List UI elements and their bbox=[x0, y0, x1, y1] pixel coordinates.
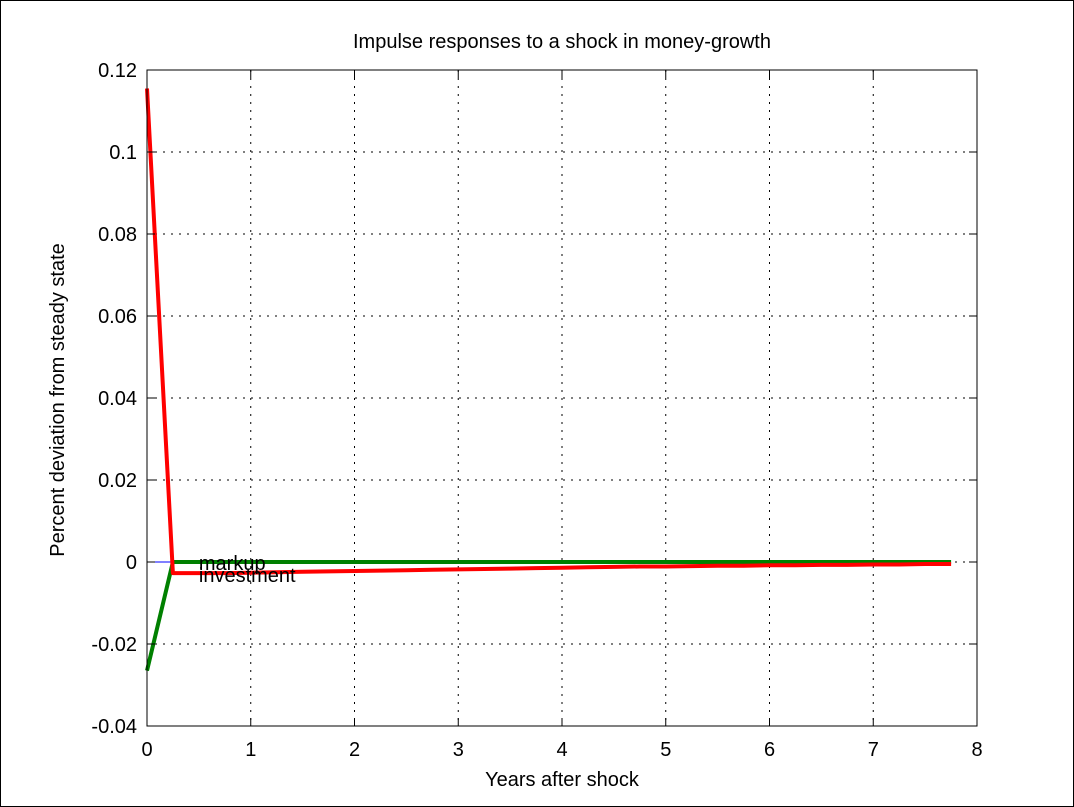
x-axis-label: Years after shock bbox=[485, 769, 640, 791]
y-tick-label: 0.08 bbox=[98, 224, 137, 246]
y-tick-label: 0.12 bbox=[98, 60, 137, 82]
annotation-investment: investment bbox=[199, 565, 296, 587]
x-tick-label: 7 bbox=[868, 739, 879, 761]
x-tick-label: 2 bbox=[349, 739, 360, 761]
y-tick-label: 0.04 bbox=[98, 388, 137, 410]
y-axis-label: Percent deviation from steady state bbox=[47, 243, 69, 557]
y-tick-label: -0.02 bbox=[91, 634, 137, 656]
x-tick-label: 1 bbox=[245, 739, 256, 761]
annotation-markup: markup bbox=[199, 553, 266, 575]
series-line-2 bbox=[145, 560, 952, 672]
x-tick-label: 0 bbox=[141, 739, 152, 761]
y-tick-label: 0.06 bbox=[98, 306, 137, 328]
y-tick-label: 0 bbox=[126, 552, 137, 574]
tick-marks bbox=[146, 69, 978, 727]
series-line-3 bbox=[145, 88, 952, 576]
x-tick-label: 6 bbox=[764, 739, 775, 761]
y-tick-labels: -0.04 -0.02 0 0.02 0.04 0.06 0.08 0.1 0.12 bbox=[91, 60, 137, 738]
x-tick-label: 4 bbox=[556, 739, 567, 761]
x-tick-labels: 0 1 2 3 4 5 6 7 8 bbox=[141, 739, 982, 761]
y-tick-label: -0.04 bbox=[91, 716, 137, 738]
x-tick-label: 8 bbox=[971, 739, 982, 761]
y-tick-label: 0.02 bbox=[98, 470, 137, 492]
x-tick-label: 3 bbox=[453, 739, 464, 761]
grid-lines bbox=[147, 70, 977, 726]
y-tick-label: 0.1 bbox=[109, 142, 137, 164]
x-tick-label: 5 bbox=[660, 739, 671, 761]
chart-title: Impulse responses to a shock in money-gr… bbox=[353, 31, 771, 53]
